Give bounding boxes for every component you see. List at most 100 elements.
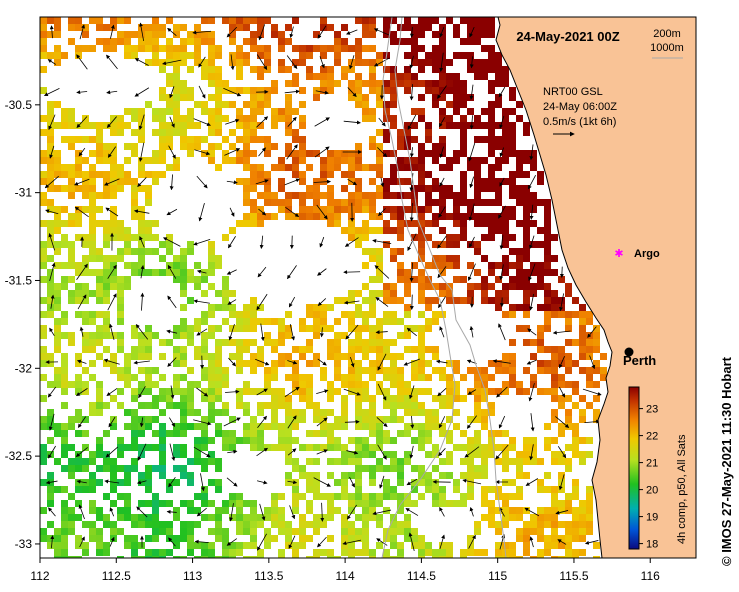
sst-pixel — [159, 458, 166, 465]
sst-pixel — [327, 381, 334, 388]
sst-pixel — [390, 339, 397, 346]
sst-pixel — [124, 17, 131, 24]
sst-pixel — [537, 178, 544, 185]
sst-pixel — [299, 178, 306, 185]
sst-pixel — [320, 514, 327, 521]
sst-pixel — [453, 122, 460, 129]
sst-pixel — [278, 528, 285, 535]
current-vector-arrow — [196, 387, 209, 397]
x-tick-label: 115.5 — [559, 569, 588, 583]
current-vector-arrow — [106, 116, 117, 128]
sst-pixel — [243, 339, 250, 346]
sst-pixel — [159, 374, 166, 381]
sst-pixel — [173, 52, 180, 59]
sst-pixel — [208, 437, 215, 444]
sst-pixel — [509, 122, 516, 129]
sst-pixel — [390, 311, 397, 318]
sst-pixel — [236, 521, 243, 528]
sst-pixel — [355, 346, 362, 353]
sst-pixel — [369, 66, 376, 73]
sst-pixel — [432, 80, 439, 87]
sst-pixel — [537, 171, 544, 178]
sst-pixel — [187, 500, 194, 507]
sst-pixel — [320, 325, 327, 332]
sst-pixel — [474, 465, 481, 472]
sst-pixel — [502, 542, 509, 549]
sst-pixel — [509, 276, 516, 283]
sst-pixel — [516, 171, 523, 178]
sst-pixel — [40, 241, 47, 248]
sst-pixel — [222, 500, 229, 507]
sst-pixel — [96, 24, 103, 31]
current-vector-arrow — [529, 144, 534, 161]
sst-pixel — [180, 136, 187, 143]
sst-pixel — [530, 283, 537, 290]
sst-pixel — [243, 311, 250, 318]
sst-pixel — [257, 423, 264, 430]
sst-pixel — [208, 311, 215, 318]
current-vector-arrow — [557, 446, 567, 459]
sst-pixel — [229, 339, 236, 346]
sst-pixel — [103, 150, 110, 157]
sst-pixel — [369, 108, 376, 115]
sst-pixel — [411, 108, 418, 115]
sst-pixel — [82, 444, 89, 451]
sst-pixel — [54, 290, 61, 297]
sst-pixel — [103, 521, 110, 528]
sst-pixel — [334, 360, 341, 367]
sst-pixel — [271, 521, 278, 528]
sst-pixel — [152, 59, 159, 66]
sst-pixel — [236, 311, 243, 318]
sst-pixel — [285, 311, 292, 318]
sst-pixel — [551, 234, 558, 241]
sst-pixel — [425, 297, 432, 304]
sst-pixel — [278, 157, 285, 164]
sst-pixel — [131, 549, 138, 556]
sst-pixel — [460, 143, 467, 150]
sst-pixel — [362, 94, 369, 101]
sst-pixel — [334, 38, 341, 45]
sst-pixel — [446, 164, 453, 171]
sst-pixel — [173, 87, 180, 94]
sst-pixel — [509, 507, 516, 514]
sst-pixel — [313, 150, 320, 157]
sst-pixel — [159, 255, 166, 262]
sst-pixel — [390, 521, 397, 528]
sst-pixel — [509, 367, 516, 374]
sst-pixel — [47, 52, 54, 59]
sst-pixel — [383, 507, 390, 514]
sst-pixel — [362, 528, 369, 535]
sst-pixel — [250, 129, 257, 136]
sst-pixel — [516, 157, 523, 164]
sst-pixel — [82, 136, 89, 143]
sst-pixel — [327, 192, 334, 199]
current-vector-arrow — [316, 417, 328, 427]
sst-pixel — [89, 360, 96, 367]
sst-pixel — [215, 94, 222, 101]
sst-pixel — [75, 542, 82, 549]
sst-pixel — [327, 388, 334, 395]
sst-pixel — [208, 332, 215, 339]
sst-pixel — [313, 493, 320, 500]
sst-pixel — [68, 381, 75, 388]
sst-pixel — [446, 241, 453, 248]
sst-pixel — [82, 234, 89, 241]
sst-pixel — [264, 52, 271, 59]
sst-pixel — [348, 472, 355, 479]
sst-pixel — [145, 388, 152, 395]
sst-pixel — [187, 521, 194, 528]
sst-pixel — [271, 500, 278, 507]
sst-pixel — [418, 556, 425, 558]
sst-pixel — [516, 458, 523, 465]
sst-pixel — [313, 528, 320, 535]
current-vector-arrow — [526, 359, 537, 365]
sst-pixel — [250, 507, 257, 514]
sst-pixel — [586, 374, 593, 381]
sst-pixel — [47, 143, 54, 150]
sst-pixel — [495, 556, 502, 558]
sst-pixel — [341, 395, 348, 402]
sst-pixel — [390, 171, 397, 178]
sst-pixel — [278, 59, 285, 66]
sst-pixel — [411, 262, 418, 269]
sst-pixel — [418, 339, 425, 346]
